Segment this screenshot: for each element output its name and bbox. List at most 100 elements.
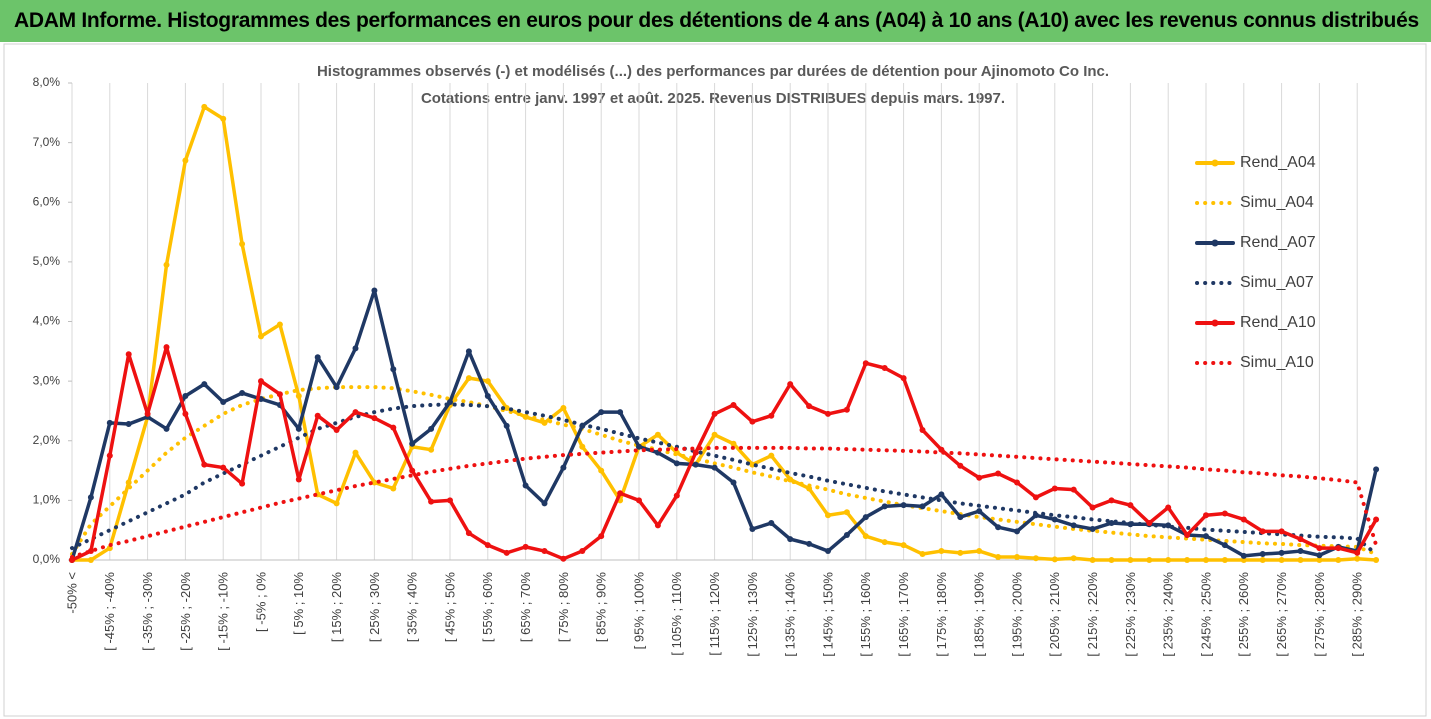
data-point <box>673 492 680 499</box>
data-point <box>1014 528 1020 535</box>
data-point <box>163 425 170 432</box>
x-tick-label: [ 175% ; 180% <box>934 572 949 657</box>
data-point <box>352 409 359 416</box>
data-point <box>239 480 246 487</box>
data-point <box>579 548 586 555</box>
data-point <box>1165 504 1172 511</box>
data-point <box>787 381 794 388</box>
data-point <box>1184 557 1191 563</box>
legend-marker <box>1211 159 1219 167</box>
data-point <box>862 533 869 540</box>
data-point <box>1089 504 1096 511</box>
data-point <box>1297 557 1304 563</box>
data-point <box>163 344 170 351</box>
x-tick-label: [ 25% ; 30% <box>367 572 382 643</box>
data-point <box>617 490 624 497</box>
x-tick-label: [ 135% ; 140% <box>783 572 798 657</box>
y-tick-label: 3,0% <box>33 373 61 387</box>
data-point <box>900 375 907 382</box>
data-point <box>1146 557 1153 563</box>
data-point <box>654 431 661 438</box>
x-tick-label: [ -35% ; -30% <box>140 572 155 651</box>
data-point <box>1373 466 1380 473</box>
data-point <box>768 520 775 527</box>
data-point <box>730 479 737 486</box>
data-point <box>636 497 642 504</box>
legend-label: Simu_A04 <box>1240 194 1314 211</box>
data-point <box>1032 494 1039 501</box>
data-point <box>465 375 472 382</box>
data-point <box>220 115 227 122</box>
data-point <box>598 533 605 540</box>
data-point <box>220 398 227 405</box>
x-tick-label: [ 35% ; 40% <box>405 572 420 643</box>
data-point <box>1051 556 1058 563</box>
data-point <box>957 514 964 521</box>
data-point <box>560 555 567 562</box>
data-point <box>995 524 1002 531</box>
data-point <box>598 467 605 474</box>
data-point <box>1316 545 1323 552</box>
legend-label: Rend_A04 <box>1240 154 1316 171</box>
data-point <box>1259 557 1266 563</box>
data-point <box>711 410 718 417</box>
x-tick-label: [ 95% ; 100% <box>631 572 646 650</box>
data-point <box>484 378 491 385</box>
data-point <box>239 390 246 397</box>
data-point <box>503 404 510 411</box>
data-point <box>1240 552 1247 559</box>
data-point <box>730 401 737 408</box>
data-point <box>295 476 302 483</box>
data-point <box>919 427 926 434</box>
data-point <box>390 424 397 431</box>
data-point <box>447 497 453 504</box>
data-point <box>806 540 813 547</box>
data-point <box>503 549 510 556</box>
data-point <box>390 485 397 492</box>
data-point <box>843 531 850 538</box>
data-point <box>1070 522 1077 529</box>
data-point <box>1070 555 1077 562</box>
y-tick-label: 6,0% <box>33 194 61 208</box>
data-point <box>125 351 132 358</box>
data-point <box>447 398 453 405</box>
y-tick-label: 1,0% <box>33 493 61 507</box>
data-point <box>333 384 340 391</box>
chart: Histogrammes observés (-) et modélisés (… <box>3 43 1427 717</box>
data-point <box>957 462 964 469</box>
data-point <box>258 378 264 385</box>
series-line <box>70 105 1378 562</box>
data-point <box>428 425 435 432</box>
data-point <box>295 425 302 432</box>
legend-marker <box>1211 239 1219 247</box>
data-point <box>825 410 831 417</box>
data-point <box>1278 557 1285 563</box>
x-tick-label: [ 255% ; 260% <box>1236 572 1251 657</box>
data-point <box>220 464 227 471</box>
x-tick-label: [ 165% ; 170% <box>896 572 911 657</box>
data-point <box>1354 549 1361 556</box>
data-point <box>69 557 75 563</box>
data-point <box>87 557 94 563</box>
data-point <box>787 476 794 483</box>
data-point <box>484 393 491 400</box>
data-point <box>522 482 529 489</box>
data-point <box>1146 520 1153 527</box>
data-point <box>825 548 831 555</box>
data-point <box>1108 520 1115 527</box>
series-line <box>70 345 1378 562</box>
data-point <box>636 443 642 450</box>
x-tick-label: [ 235% ; 240% <box>1161 572 1176 657</box>
x-tick-label: [ 275% ; 280% <box>1312 572 1327 657</box>
data-point <box>201 103 208 110</box>
data-point <box>900 542 907 549</box>
data-point <box>1316 557 1323 563</box>
data-point <box>1108 557 1115 563</box>
y-tick-label: 4,0% <box>33 314 61 328</box>
banner: ADAM Informe. Histogrammes des performan… <box>0 0 1431 42</box>
x-tick-label: [ 245% ; 250% <box>1198 572 1213 657</box>
data-point <box>276 391 283 398</box>
data-point <box>900 502 907 509</box>
data-point <box>295 393 302 400</box>
